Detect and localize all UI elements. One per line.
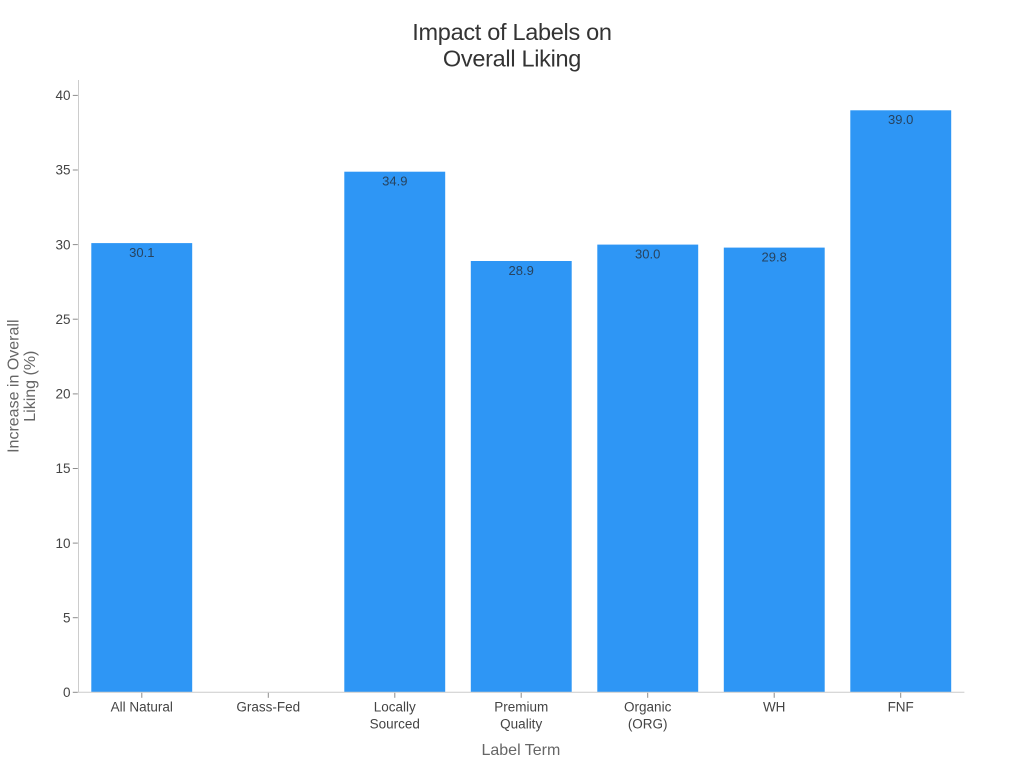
svg-text:34.9: 34.9 — [382, 174, 407, 189]
svg-text:20: 20 — [55, 387, 70, 402]
svg-text:40: 40 — [55, 88, 70, 103]
svg-text:All Natural: All Natural — [111, 700, 173, 715]
svg-text:28.9: 28.9 — [509, 263, 534, 278]
svg-text:25: 25 — [55, 312, 70, 327]
svg-text:Premium: Premium — [494, 700, 548, 715]
svg-text:WH: WH — [763, 700, 786, 715]
svg-text:Increase in Overall: Increase in Overall — [6, 320, 23, 453]
svg-text:Overall Liking: Overall Liking — [443, 46, 581, 72]
svg-text:30.1: 30.1 — [129, 245, 154, 260]
svg-text:Grass-Fed: Grass-Fed — [236, 700, 300, 715]
svg-text:39.0: 39.0 — [888, 112, 913, 127]
svg-text:29.8: 29.8 — [762, 249, 787, 264]
svg-text:Impact of Labels on: Impact of Labels on — [412, 19, 611, 45]
svg-text:Sourced: Sourced — [370, 716, 420, 731]
svg-text:10: 10 — [55, 536, 70, 551]
svg-text:15: 15 — [55, 461, 70, 476]
svg-text:0: 0 — [63, 685, 71, 700]
svg-text:Liking (%): Liking (%) — [22, 351, 39, 422]
svg-text:Organic: Organic — [624, 700, 672, 715]
svg-text:FNF: FNF — [888, 700, 914, 715]
svg-text:Locally: Locally — [374, 700, 416, 715]
svg-text:35: 35 — [55, 163, 70, 178]
svg-text:Label Term: Label Term — [481, 742, 560, 759]
svg-text:5: 5 — [63, 610, 71, 625]
svg-text:Quality: Quality — [500, 716, 542, 731]
svg-text:30: 30 — [55, 237, 70, 252]
svg-text:(ORG): (ORG) — [628, 716, 668, 731]
svg-text:30.0: 30.0 — [635, 246, 660, 261]
